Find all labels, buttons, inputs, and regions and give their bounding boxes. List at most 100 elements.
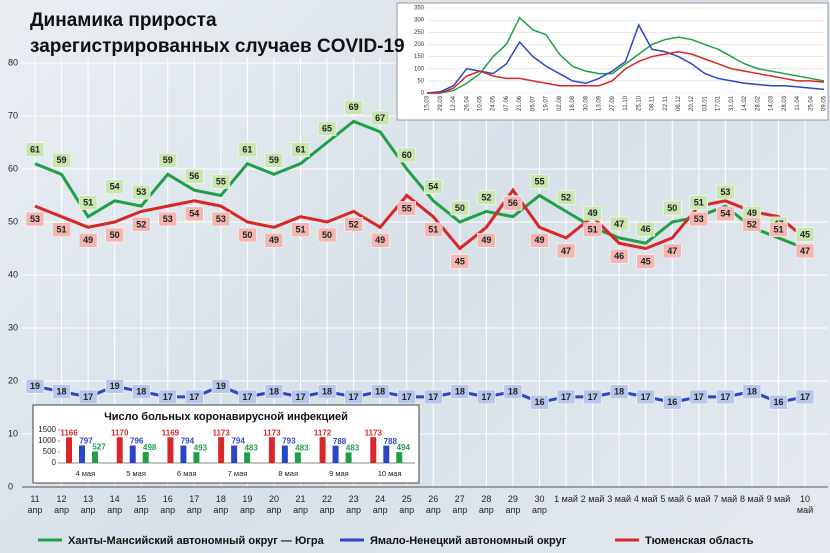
value-label: 45: [641, 256, 651, 266]
x-tick-label: 11 апр: [27, 494, 43, 515]
value-label: 59: [269, 155, 279, 165]
x-tick-label: 5 май: [660, 494, 685, 504]
value-label: 51: [694, 198, 704, 208]
value-label: 1173: [263, 428, 281, 437]
y-tick-label: 300: [414, 18, 425, 24]
value-label: 18: [455, 386, 465, 396]
x-tick-label: 7 мая: [228, 469, 248, 478]
value-label: 53: [30, 214, 40, 224]
value-label-box: [78, 389, 98, 405]
x-tick-label: 28.03: [782, 95, 788, 111]
value-label: 1172: [314, 428, 332, 437]
x-tick-label: 23 апр: [346, 494, 362, 515]
value-label-box: [477, 233, 496, 248]
value-label: 18: [375, 386, 385, 396]
value-label-box: [185, 389, 204, 405]
x-tick-label: 5 мая: [126, 469, 146, 478]
x-tick-label: 10 мая: [378, 469, 402, 478]
value-label: 17: [83, 392, 93, 402]
x-tick-label: 24 апр: [372, 494, 388, 515]
series-line: [426, 23, 825, 94]
bar: [193, 452, 200, 463]
value-label: 54: [189, 209, 199, 219]
inset-frame: [396, 2, 829, 121]
inset-title: Число больных коронавирусной инфекцией: [104, 411, 348, 423]
legend-label: Тюменская область: [645, 535, 754, 547]
bar: [383, 445, 390, 463]
bar: [218, 437, 225, 463]
value-label-box: [370, 233, 390, 248]
value-label-box: [769, 222, 788, 237]
x-tick-label: 17.01: [716, 95, 722, 111]
value-label: 49: [375, 235, 385, 245]
value-label-box: [238, 142, 257, 157]
x-tick-label: 16 апр: [160, 494, 176, 515]
value-label: 53: [694, 214, 704, 224]
x-tick-label: 21.06: [517, 95, 523, 111]
bar: [396, 452, 403, 463]
value-label: 51: [773, 225, 783, 235]
value-label-box: [450, 200, 470, 216]
value-label: 51: [588, 225, 598, 235]
value-label-box: [370, 110, 390, 126]
bar: [66, 437, 72, 463]
value-label: 788: [333, 437, 347, 446]
value-label-box: [636, 389, 655, 405]
value-label-box: [424, 222, 443, 237]
series-line: [34, 187, 806, 251]
value-label: 60: [402, 150, 412, 160]
value-label: 1169: [162, 428, 180, 437]
value-label-box: [291, 222, 310, 237]
value-label: 52: [561, 192, 571, 202]
value-label: 54: [428, 182, 438, 192]
value-label: 59: [163, 155, 173, 165]
value-label-box: [158, 389, 178, 405]
bar: [268, 437, 275, 463]
value-label: 49: [747, 208, 757, 218]
value-label: 54: [110, 182, 120, 192]
x-tick-label: 25.04: [808, 95, 814, 111]
x-tick-label: 4 май: [633, 494, 658, 504]
x-tick-label: 8 май: [740, 494, 764, 504]
y-tick-label: 250: [414, 30, 425, 36]
value-label: 19: [216, 381, 226, 391]
value-label: 17: [163, 392, 173, 402]
value-label: 483: [244, 443, 258, 452]
y-tick-label: 0: [52, 458, 57, 467]
x-tick-label: 6 май: [686, 494, 711, 504]
value-label-box: [769, 394, 788, 410]
value-label: 61: [30, 145, 40, 155]
series-line: [427, 50, 825, 94]
value-label-box: [450, 254, 470, 269]
x-tick-label: 9 мая: [329, 469, 349, 478]
value-label: 17: [588, 392, 598, 402]
value-label: 797: [79, 437, 93, 446]
x-tick-label: 30 апр: [532, 494, 547, 515]
x-tick-label: 15.03: [425, 95, 431, 111]
value-label: 18: [508, 386, 518, 396]
value-label: 49: [534, 235, 544, 245]
x-tick-label: 7 май: [713, 494, 738, 504]
value-label-box: [716, 389, 735, 405]
value-label-box: [636, 254, 655, 269]
value-label: 16: [534, 397, 544, 407]
value-label-box: [662, 200, 682, 216]
x-tick-label: 12 апр: [54, 494, 69, 515]
value-label: 61: [296, 145, 306, 155]
value-label-box: [131, 184, 151, 200]
value-label-box: [662, 243, 682, 259]
value-label: 45: [800, 229, 810, 239]
value-label: 69: [349, 102, 359, 112]
value-label: 16: [667, 397, 677, 407]
bar: [281, 445, 288, 463]
value-label-box: [158, 153, 178, 168]
value-label-box: [264, 233, 284, 248]
value-label: 61: [242, 145, 252, 155]
value-label: 18: [614, 386, 624, 396]
value-label: 53: [720, 187, 730, 197]
value-label: 59: [57, 155, 67, 165]
value-label: 1173: [365, 428, 383, 437]
value-label-box: [238, 389, 257, 405]
value-label-box: [317, 121, 337, 136]
